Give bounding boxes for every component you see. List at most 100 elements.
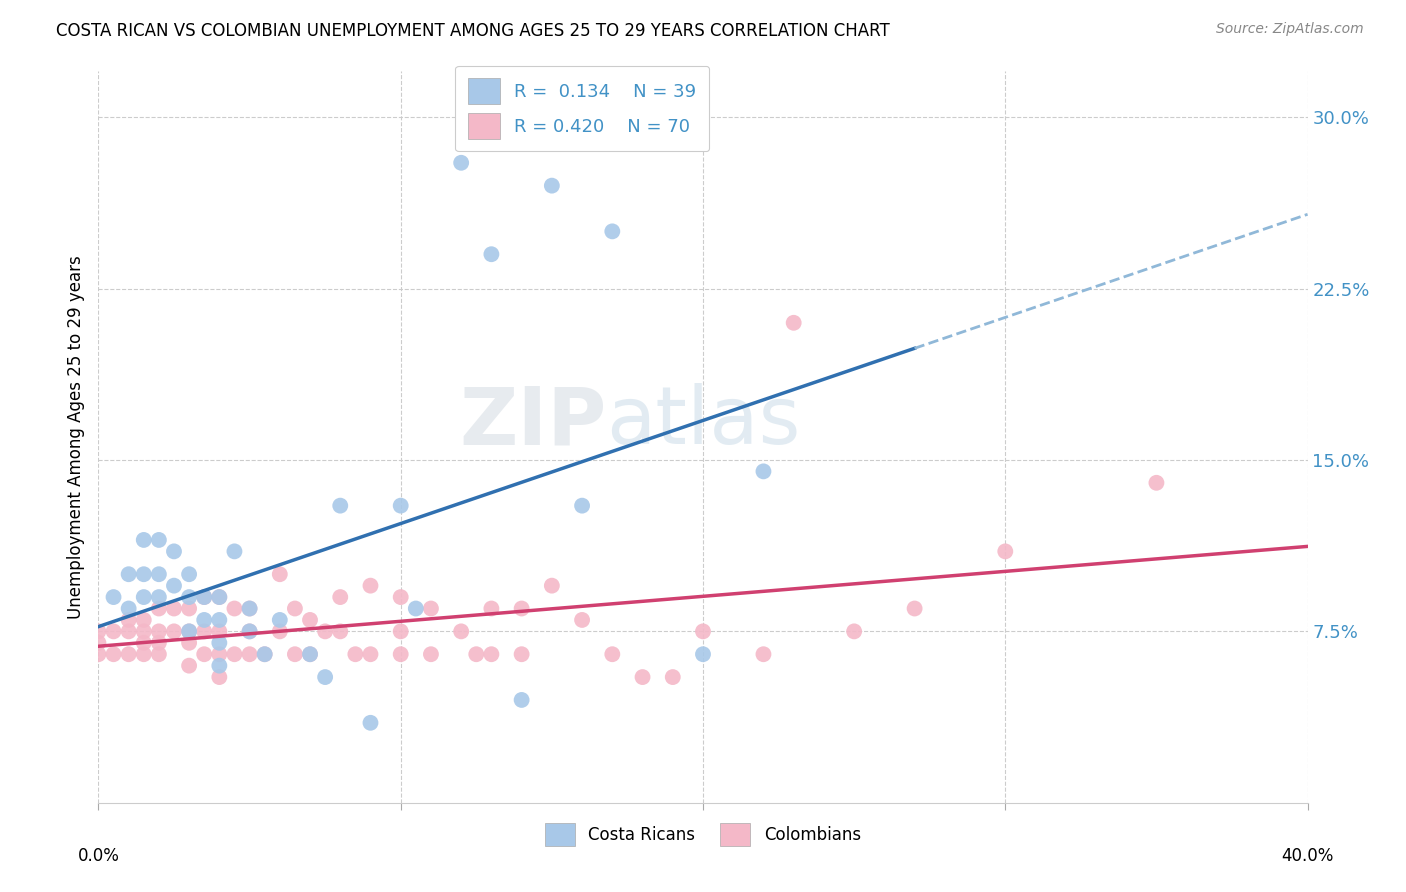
Point bbox=[148, 647, 170, 661]
Point bbox=[783, 316, 806, 330]
Point bbox=[118, 601, 141, 615]
Point bbox=[360, 647, 382, 661]
Point bbox=[752, 647, 775, 661]
Point bbox=[179, 624, 201, 639]
Point bbox=[118, 624, 141, 639]
Point bbox=[179, 601, 201, 615]
Point bbox=[179, 636, 201, 650]
Point bbox=[253, 647, 276, 661]
Text: 0.0%: 0.0% bbox=[77, 847, 120, 864]
Point bbox=[844, 624, 866, 639]
Point bbox=[224, 544, 246, 558]
Text: atlas: atlas bbox=[606, 384, 800, 461]
Point bbox=[87, 636, 110, 650]
Point bbox=[148, 636, 170, 650]
Point bbox=[148, 590, 170, 604]
Point bbox=[344, 647, 367, 661]
Text: Source: ZipAtlas.com: Source: ZipAtlas.com bbox=[1216, 22, 1364, 37]
Point bbox=[179, 567, 201, 582]
Point bbox=[193, 590, 215, 604]
Point bbox=[239, 647, 262, 661]
Point bbox=[420, 601, 443, 615]
Point bbox=[118, 647, 141, 661]
Y-axis label: Unemployment Among Ages 25 to 29 years: Unemployment Among Ages 25 to 29 years bbox=[66, 255, 84, 619]
Point bbox=[148, 533, 170, 547]
Legend: Costa Ricans, Colombians: Costa Ricans, Colombians bbox=[538, 816, 868, 853]
Point bbox=[284, 601, 307, 615]
Point bbox=[510, 693, 533, 707]
Point bbox=[571, 499, 593, 513]
Point bbox=[208, 647, 231, 661]
Point bbox=[208, 636, 231, 650]
Point bbox=[299, 613, 322, 627]
Point bbox=[118, 567, 141, 582]
Point bbox=[692, 624, 714, 639]
Point bbox=[269, 567, 291, 582]
Point bbox=[179, 624, 201, 639]
Point bbox=[314, 670, 336, 684]
Point bbox=[163, 544, 186, 558]
Point bbox=[148, 601, 170, 615]
Point bbox=[224, 647, 246, 661]
Point bbox=[193, 613, 215, 627]
Point bbox=[389, 624, 412, 639]
Point bbox=[87, 624, 110, 639]
Point bbox=[208, 613, 231, 627]
Point bbox=[510, 647, 533, 661]
Point bbox=[314, 624, 336, 639]
Point bbox=[179, 590, 201, 604]
Point bbox=[1144, 475, 1167, 490]
Point bbox=[329, 499, 352, 513]
Point bbox=[208, 590, 231, 604]
Point bbox=[193, 624, 215, 639]
Text: COSTA RICAN VS COLOMBIAN UNEMPLOYMENT AMONG AGES 25 TO 29 YEARS CORRELATION CHAR: COSTA RICAN VS COLOMBIAN UNEMPLOYMENT AM… bbox=[56, 22, 890, 40]
Point bbox=[752, 464, 775, 478]
Point bbox=[329, 590, 352, 604]
Point bbox=[208, 624, 231, 639]
Point bbox=[465, 647, 488, 661]
Point bbox=[179, 658, 201, 673]
Point bbox=[132, 533, 155, 547]
Point bbox=[269, 613, 291, 627]
Point bbox=[239, 624, 262, 639]
Point bbox=[148, 567, 170, 582]
Point bbox=[661, 670, 683, 684]
Text: 40.0%: 40.0% bbox=[1281, 847, 1334, 864]
Point bbox=[163, 579, 186, 593]
Point bbox=[148, 624, 170, 639]
Point bbox=[253, 647, 276, 661]
Point bbox=[360, 715, 382, 730]
Point bbox=[239, 624, 262, 639]
Point bbox=[132, 624, 155, 639]
Point bbox=[450, 155, 472, 169]
Point bbox=[692, 647, 714, 661]
Point bbox=[540, 178, 562, 193]
Point bbox=[132, 647, 155, 661]
Point bbox=[389, 590, 412, 604]
Point bbox=[405, 601, 427, 615]
Point bbox=[994, 544, 1017, 558]
Point bbox=[87, 647, 110, 661]
Point bbox=[132, 636, 155, 650]
Point bbox=[299, 647, 322, 661]
Point bbox=[132, 590, 155, 604]
Point bbox=[103, 647, 125, 661]
Point bbox=[208, 658, 231, 673]
Point bbox=[239, 601, 262, 615]
Point bbox=[420, 647, 443, 661]
Point bbox=[103, 624, 125, 639]
Point bbox=[163, 601, 186, 615]
Point bbox=[904, 601, 927, 615]
Point bbox=[540, 579, 562, 593]
Point bbox=[224, 601, 246, 615]
Point bbox=[481, 647, 503, 661]
Point bbox=[602, 647, 624, 661]
Point bbox=[284, 647, 307, 661]
Point bbox=[571, 613, 593, 627]
Point bbox=[481, 601, 503, 615]
Point bbox=[118, 613, 141, 627]
Point bbox=[103, 590, 125, 604]
Point bbox=[132, 567, 155, 582]
Text: ZIP: ZIP bbox=[458, 384, 606, 461]
Point bbox=[360, 579, 382, 593]
